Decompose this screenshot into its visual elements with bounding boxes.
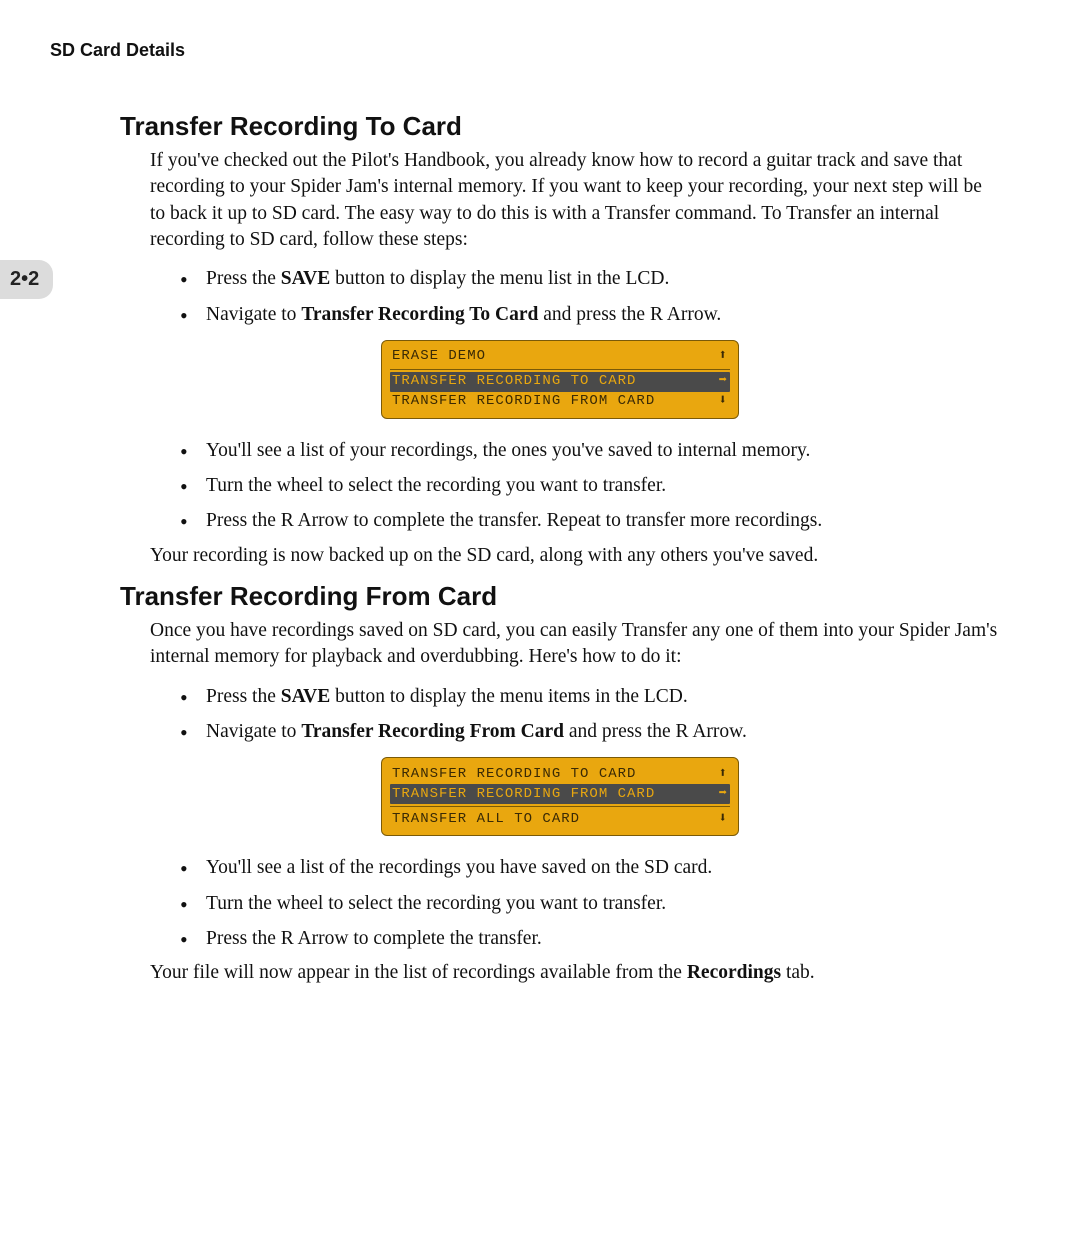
text: tab. — [781, 962, 815, 983]
arrow-down-icon: ⬇ — [719, 393, 728, 410]
main-content: Transfer Recording To Card If you've che… — [120, 111, 1000, 986]
section2-intro: Once you have recordings saved on SD car… — [150, 618, 1000, 671]
arrow-up-icon: ⬆ — [719, 348, 728, 365]
bullet: Press the SAVE button to display the men… — [180, 683, 1000, 710]
page-number-tab: 2•2 — [0, 260, 53, 299]
section2-bullets-bottom: You'll see a list of the recordings you … — [180, 854, 1000, 952]
arrow-down-icon: ⬇ — [719, 811, 728, 828]
text: Press the — [206, 686, 281, 707]
lcd-row-selected: TRANSFER RECORDING FROM CARD ➡ — [390, 784, 730, 804]
bold: SAVE — [281, 686, 331, 707]
lcd-divider — [390, 806, 730, 807]
lcd-text: ERASE DEMO — [392, 348, 486, 365]
page-header: SD Card Details — [50, 40, 1030, 61]
lcd-text: TRANSFER RECORDING FROM CARD — [392, 393, 655, 410]
text: Navigate to — [206, 721, 301, 742]
lcd-screen-1: ERASE DEMO ⬆ TRANSFER RECORDING TO CARD … — [381, 340, 739, 419]
bold: Transfer Recording From Card — [301, 721, 564, 742]
lcd-text: TRANSFER ALL TO CARD — [392, 811, 580, 828]
lcd-row: TRANSFER ALL TO CARD ⬇ — [390, 809, 730, 829]
text: button to display the menu list in the L… — [330, 268, 669, 289]
arrow-right-icon: ➡ — [719, 373, 728, 390]
text: Your file will now appear in the list of… — [150, 962, 687, 983]
bullet: Navigate to Transfer Recording To Card a… — [180, 301, 1000, 328]
text: and press the R Arrow. — [564, 721, 747, 742]
section2-outro: Your file will now appear in the list of… — [150, 960, 1000, 986]
lcd1-wrap: ERASE DEMO ⬆ TRANSFER RECORDING TO CARD … — [120, 340, 1000, 419]
section1-intro: If you've checked out the Pilot's Handbo… — [150, 148, 1000, 253]
lcd-row: TRANSFER RECORDING TO CARD ⬆ — [390, 764, 730, 784]
text: Press the — [206, 268, 281, 289]
lcd-text: TRANSFER RECORDING TO CARD — [392, 373, 636, 390]
bullet: Press the R Arrow to complete the transf… — [180, 925, 1000, 952]
lcd-row: TRANSFER RECORDING FROM CARD ⬇ — [390, 392, 730, 412]
section2-title: Transfer Recording From Card — [120, 581, 1000, 612]
lcd-text: TRANSFER RECORDING TO CARD — [392, 766, 636, 783]
lcd-text: TRANSFER RECORDING FROM CARD — [392, 786, 655, 803]
bold: SAVE — [281, 268, 331, 289]
bullet: Turn the wheel to select the recording y… — [180, 890, 1000, 917]
lcd-row-selected: TRANSFER RECORDING TO CARD ➡ — [390, 372, 730, 392]
text: button to display the menu items in the … — [330, 686, 687, 707]
bullet: You'll see a list of the recordings you … — [180, 854, 1000, 881]
bullet: Press the R Arrow to complete the transf… — [180, 507, 1000, 534]
section1-bullets-top: Press the SAVE button to display the men… — [180, 265, 1000, 328]
bold: Transfer Recording To Card — [301, 304, 538, 325]
lcd2-wrap: TRANSFER RECORDING TO CARD ⬆ TRANSFER RE… — [120, 757, 1000, 836]
arrow-up-icon: ⬆ — [719, 766, 728, 783]
arrow-right-icon: ➡ — [719, 786, 728, 803]
bullet: You'll see a list of your recordings, th… — [180, 437, 1000, 464]
lcd-screen-2: TRANSFER RECORDING TO CARD ⬆ TRANSFER RE… — [381, 757, 739, 836]
lcd-divider — [390, 369, 730, 370]
section1-outro: Your recording is now backed up on the S… — [150, 543, 1000, 569]
section2-bullets-top: Press the SAVE button to display the men… — [180, 683, 1000, 746]
bullet: Press the SAVE button to display the men… — [180, 265, 1000, 292]
bold: Recordings — [687, 962, 781, 983]
text: Navigate to — [206, 304, 301, 325]
bullet: Turn the wheel to select the recording y… — [180, 472, 1000, 499]
bullet: Navigate to Transfer Recording From Card… — [180, 718, 1000, 745]
section1-bullets-bottom: You'll see a list of your recordings, th… — [180, 437, 1000, 535]
section1-title: Transfer Recording To Card — [120, 111, 1000, 142]
lcd-row: ERASE DEMO ⬆ — [390, 347, 730, 367]
text: and press the R Arrow. — [538, 304, 721, 325]
